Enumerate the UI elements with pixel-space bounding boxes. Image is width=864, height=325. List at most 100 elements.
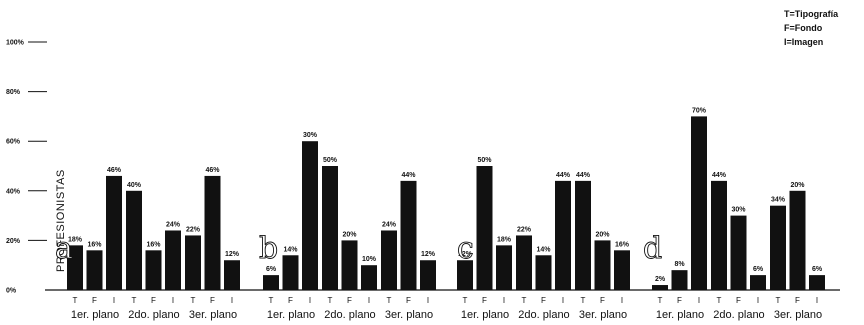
bar-value-label: 30% xyxy=(731,207,746,214)
group-label: 3er. plano xyxy=(774,309,822,321)
bar-type-label: F xyxy=(151,296,156,305)
bar-value-label: 44% xyxy=(712,172,727,179)
bar xyxy=(106,175,122,290)
bar xyxy=(809,275,825,290)
bar xyxy=(614,250,630,290)
bar xyxy=(145,250,162,290)
bar xyxy=(516,235,532,290)
bar-type-label: F xyxy=(736,296,741,305)
group-label: 3er. plano xyxy=(385,309,433,321)
bar-value-label: 18% xyxy=(497,236,512,243)
bar-type-label: F xyxy=(92,296,97,305)
bar-value-label: 34% xyxy=(771,197,786,204)
bar-value-label: 18% xyxy=(68,236,83,243)
bar xyxy=(535,255,552,290)
legend-entry: T=Tipografía xyxy=(784,9,839,19)
bar-type-label: I xyxy=(698,296,700,305)
bar-value-label: 12% xyxy=(421,251,436,258)
bar-type-label: F xyxy=(600,296,605,305)
y-tick-label: 60% xyxy=(6,139,21,146)
bar xyxy=(381,230,397,290)
bar-value-label: 40% xyxy=(127,182,142,189)
bar xyxy=(302,141,318,290)
bar-value-label: 44% xyxy=(401,172,416,179)
bar xyxy=(476,166,493,290)
legend-entry: I=Imagen xyxy=(784,37,823,47)
bar-type-label: T xyxy=(581,296,586,305)
bar-value-label: 12% xyxy=(458,251,473,258)
bar-type-label: T xyxy=(191,296,196,305)
section-letter: b xyxy=(259,231,278,266)
group-label: 2do. plano xyxy=(713,309,764,321)
bar-type-label: F xyxy=(795,296,800,305)
bar xyxy=(730,215,747,290)
group-label: 1er. plano xyxy=(267,309,315,321)
bar-type-label: F xyxy=(288,296,293,305)
bar-type-label: I xyxy=(172,296,174,305)
bar-value-label: 46% xyxy=(107,167,122,174)
bar-type-label: I xyxy=(113,296,115,305)
bar-value-label: 8% xyxy=(674,261,685,268)
bar xyxy=(67,245,83,290)
bar-type-label: F xyxy=(406,296,411,305)
section-letter: a xyxy=(55,231,73,266)
section-letters: a b c d xyxy=(55,231,663,267)
bar-type-label: I xyxy=(562,296,564,305)
bar xyxy=(750,275,766,290)
bar-type-label: T xyxy=(658,296,663,305)
bar-value-label: 16% xyxy=(615,241,630,248)
bar-value-label: 30% xyxy=(303,132,318,139)
group-label: 2do. plano xyxy=(128,309,179,321)
y-tick-label: 0% xyxy=(6,288,17,295)
bar-value-label: 20% xyxy=(790,182,805,189)
bar-type-label: T xyxy=(328,296,333,305)
bar-value-label: 16% xyxy=(87,241,102,248)
group-label: 3er. plano xyxy=(189,309,237,321)
bar-type-label: T xyxy=(132,296,137,305)
bar-value-label: 22% xyxy=(517,226,532,233)
bar xyxy=(204,175,221,290)
bar-type-label: I xyxy=(816,296,818,305)
bar-value-label: 44% xyxy=(576,172,591,179)
bar-type-label: T xyxy=(387,296,392,305)
bar-type-label: F xyxy=(347,296,352,305)
bar-type-label: I xyxy=(231,296,233,305)
bar xyxy=(263,275,279,290)
bar-type-label: I xyxy=(309,296,311,305)
bar xyxy=(400,180,417,290)
section-letter: c xyxy=(457,231,474,266)
bar-value-label: 10% xyxy=(362,256,377,263)
y-tick-label: 100% xyxy=(6,40,25,47)
legend-entry: F=Fondo xyxy=(784,23,823,33)
bar xyxy=(457,260,473,290)
bar xyxy=(224,260,240,290)
group-label: 1er. plano xyxy=(461,309,509,321)
group-label: 1er. plano xyxy=(656,309,704,321)
bar-value-label: 20% xyxy=(342,231,357,238)
bar-value-label: 22% xyxy=(186,226,201,233)
bar-type-label: T xyxy=(522,296,527,305)
section-letter: d xyxy=(643,231,662,266)
bar-value-label: 50% xyxy=(477,157,492,164)
bar-type-label: T xyxy=(776,296,781,305)
bar xyxy=(671,270,688,290)
bar xyxy=(594,240,611,290)
bar xyxy=(555,180,571,290)
bar xyxy=(322,166,338,290)
bar xyxy=(341,240,358,290)
bar-value-label: 50% xyxy=(323,157,338,164)
bar-type-label: I xyxy=(427,296,429,305)
bar-type-label: T xyxy=(73,296,78,305)
bar xyxy=(185,235,201,290)
bar-value-label: 44% xyxy=(556,172,571,179)
bar-value-label: 16% xyxy=(146,241,161,248)
bar-type-label: I xyxy=(621,296,623,305)
y-axis-label: PROFESIONISTAS xyxy=(55,169,67,272)
bar-type-label: F xyxy=(482,296,487,305)
group-label: 1er. plano xyxy=(71,309,119,321)
bar-value-label: 70% xyxy=(692,107,707,114)
bar-value-label: 24% xyxy=(166,221,181,228)
bar xyxy=(165,230,181,290)
group-label: 2do. plano xyxy=(518,309,569,321)
bar-value-label: 14% xyxy=(283,246,298,253)
